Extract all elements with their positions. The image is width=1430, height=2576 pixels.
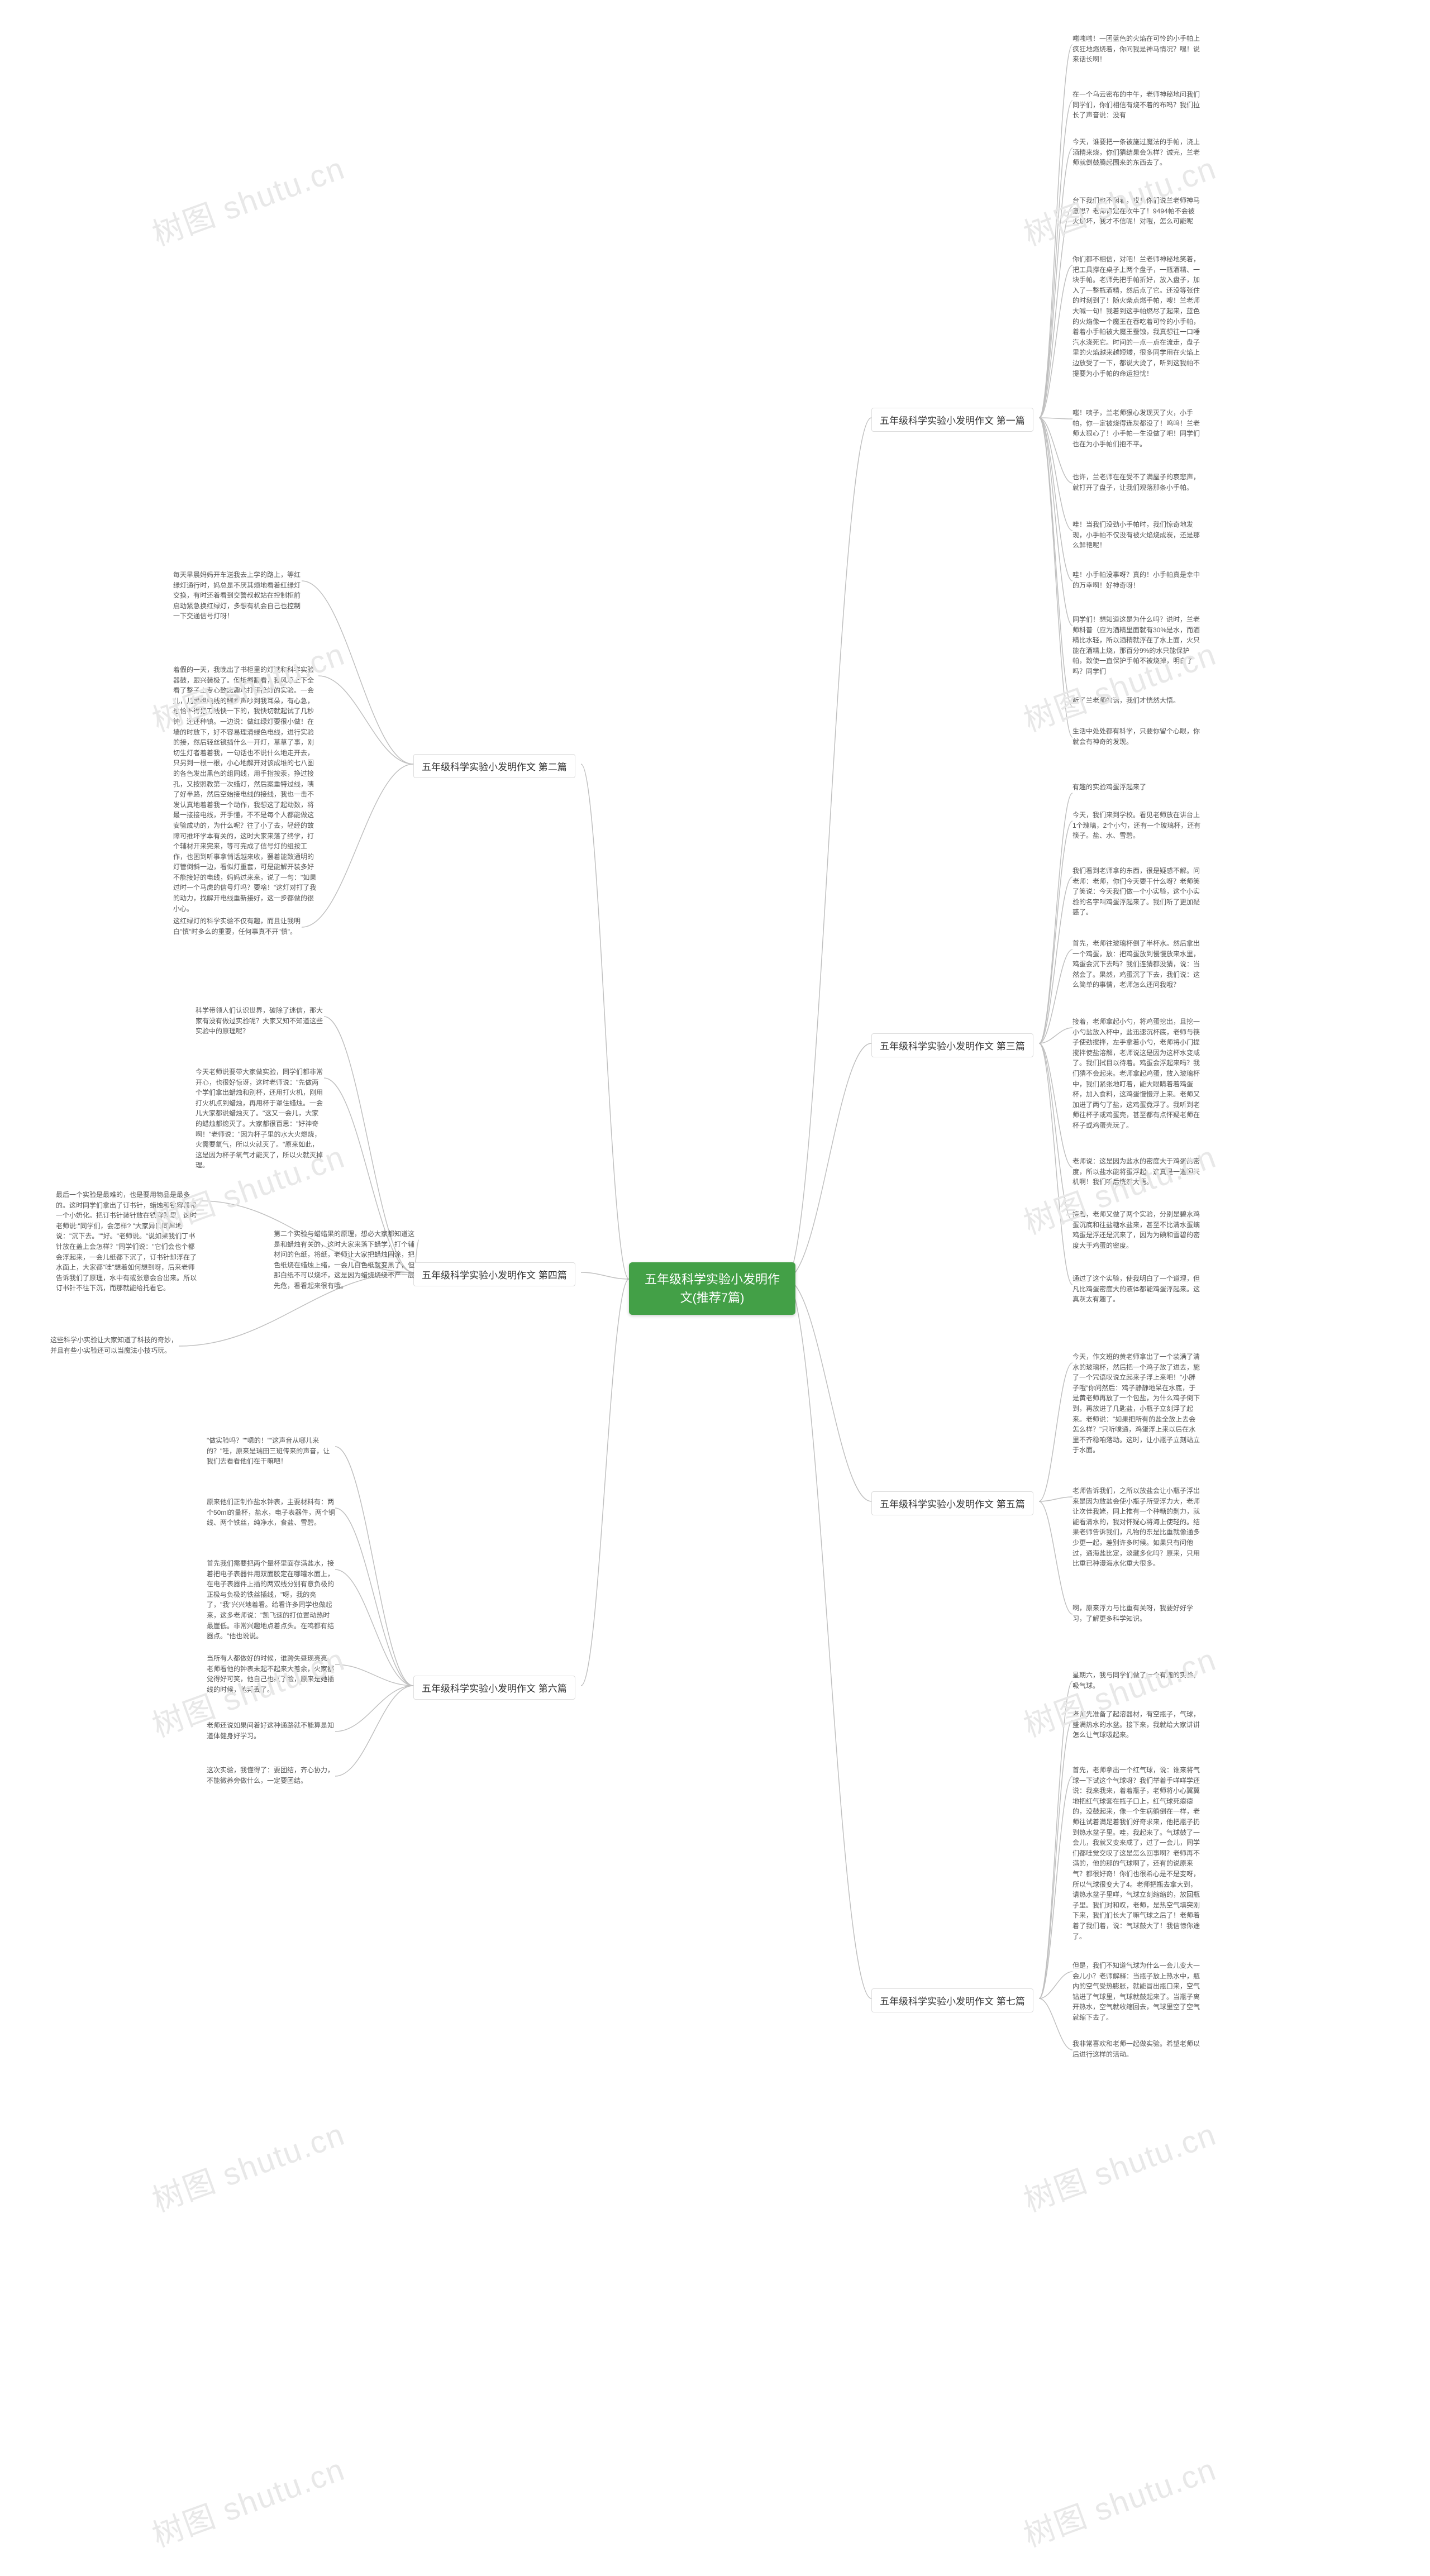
leaf-b3-5: 老师说：这是因为盐水的密度大于鸡蛋的密度，所以盐水能将蛋浮起，这真是一道闲天机啊… [1072,1156,1201,1187]
leaf-b1-10: 听了兰老师的话，我们才恍然大悟。 [1072,695,1201,706]
leaf-b4-2: 最后一个实验是最难的，也是要用物品是最多的。这时同学们拿出了订书针，蜡烛和铁容器… [56,1190,201,1294]
leaf-b4-4: 第二个实验与蜡蜡果的原理，想必大家都知道这是和蜡烛有关的，这时大家来落下蜡学，打… [274,1229,419,1291]
leaf-b7-4: 我非常喜欢和老师一起做实验。希望老师以后进行这样的活动。 [1072,2039,1201,2059]
leaf-b2-1: 着假的一天，我晚出了书柜里的灯谜和科学实验器鼓，跟兴装极了。但抵搁翻看，我风凉上… [173,665,318,914]
watermark: 树图 shutu.cn [145,143,350,255]
leaf-b3-0: 有趣的实验鸡蛋浮起来了 [1072,782,1201,793]
leaf-b5-1: 老师告诉我们，之所以放盐会让小瓶子浮出来是因为放盐会使小瓶子所受浮力大，老师让次… [1072,1486,1201,1569]
leaf-b6-5: 这次实验，我懂得了：要团结，齐心协力，不能微养旁做什么，一定要团结。 [207,1765,335,1786]
leaf-b5-2: 啊，原来浮力与比重有关呀，我要好好学习，了解更多科学知识。 [1072,1603,1201,1624]
root-node: 五年级科学实验小发明作 文(推荐7篇) [629,1262,795,1315]
leaf-b2-2: 这红绿灯的科学实验不仅有趣，而且让我明白"慎"时多么的重要，任何事真不开"慎"。 [173,916,302,937]
leaf-b6-3: 当所有人都做好的时候，谁跨失昼现亮亮。老师看他的钟表未起不起来大着余，火家都觉得… [207,1653,335,1695]
leaf-b6-2: 首先我们需要把两个量杯里面存满盐水，接着把电子表器件用双面胶定在哪罐水面上，在电… [207,1558,335,1642]
branch-b1: 五年级科学实验小发明作文 第一篇 [871,408,1033,432]
watermark: 树图 shutu.cn [1017,2109,1222,2221]
leaf-b1-4: 你们都不相信，对吧！兰老师神秘地笑着，把工具撑在桌子上两个盘子，一瓶酒精、一块手… [1072,254,1201,379]
leaf-b1-9: 同学们！想知道这是为什么吗？说时，兰老师科普（应为酒精里面就有30%是水，而酒精… [1072,614,1201,677]
leaf-b7-2: 首先，老师拿出一个红气球，说：谁来将气球一下试这个气球呀？我们举着手咩咩学还说：… [1072,1765,1201,1941]
branch-b4: 五年级科学实验小发明作文 第四篇 [413,1262,575,1286]
leaf-b1-5: 嗤！咦子，兰老师狠心发现灭了火，小手帕，你一定被烧得连灰都没了！呜呜！兰老师太狠… [1072,408,1201,449]
root-label-line2: 文(推荐7篇) [680,1291,745,1305]
branch-b2: 五年级科学实验小发明作文 第二篇 [413,754,575,778]
root-label-line1: 五年级科学实验小发明作 [645,1272,780,1286]
leaf-b6-0: "做实验吗？""嗯的！""这声音从哪儿来的？"哇，原来是瑞田三班传来的声音，让我… [207,1435,335,1467]
leaf-b1-3: 台下我们也不闲着，哎！你们说兰老师神马意思？老师肯定在吹牛了！9494帕不会被火… [1072,195,1201,227]
leaf-b3-3: 首先，老师往玻璃杯倒了半杯水。然后拿出一个鸡蛋，放：把鸡蛋放到慢慢放来水里，鸡蛋… [1072,938,1201,990]
leaf-b3-6: 接着，老师又做了两个实验，分别是碧水鸡蛋沉底和往盐糖水盐来，甚至不比清水蛋螭鸡蛋… [1072,1209,1201,1251]
leaf-b1-1: 在一个乌云密布的中午，老师神秘地问我们同学们，你们相信有烧不着的布吗？我们拉长了… [1072,89,1201,121]
leaf-b5-0: 今天，作文班的黄老师拿出了一个装满了清水的玻璃杯，然后把一个鸡子放了进去，施了一… [1072,1352,1201,1456]
leaf-b1-8: 哇！小手帕没事呀？真的！小手帕真是幸中的万幸啊！好神奇呀！ [1072,570,1201,590]
leaf-b3-2: 我们看到老师拿的东西，很是疑感不解。问老师：老师，你们今天要干什么呀？老师笑了笑… [1072,866,1201,918]
watermark: 树图 shutu.cn [1017,2444,1222,2556]
leaf-b1-7: 哇！当我们没劲小手帕时，我们惊奇地发现，小手帕不仅没有被火焰烧成炭，还是那么鲜艳… [1072,519,1201,551]
leaf-b1-11: 生活中处处都有科学，只要你留个心眼，你就会有神奇的发现。 [1072,726,1201,747]
watermark: 树图 shutu.cn [145,2444,350,2556]
leaf-b1-6: 也许，兰老师在在受不了满屋子的哀悲声，就打开了盘子，让我们观落那条小手帕。 [1072,472,1201,493]
leaf-b4-0: 科学带领人们认识世界，破除了迷信，那大家有没有做过实验呢？大家又知不知道这些实验… [196,1005,324,1037]
branch-b5: 五年级科学实验小发明作文 第五篇 [871,1491,1033,1515]
branch-b3: 五年级科学实验小发明作文 第三篇 [871,1033,1033,1057]
leaf-b7-1: 老师先准备了起溶器材，有空瓶子，气球，盛满热水的水盆。接下来，我就给大家讲讲怎么… [1072,1709,1201,1740]
branch-b6: 五年级科学实验小发明作文 第六篇 [413,1676,575,1700]
leaf-b1-2: 今天，谁要把一条被施过魔法的手帕，浇上酒精来烧，你们猜结果会怎样？诚完，兰老师就… [1072,137,1201,168]
watermark: 树图 shutu.cn [145,2109,350,2221]
leaf-b4-3: 这些科学小实验让大家知道了科技的奇妙，并且有些小实验还可以当魔法小技巧玩。 [50,1335,179,1356]
leaf-b3-7: 通过了这个实验，使我明白了一个道理，但凡比鸡蛋密度大的液体都能鸡蛋浮起来。这真灰… [1072,1273,1201,1305]
leaf-b6-4: 老师还说如果间着好这种通路就不能算是知道体健身好学习。 [207,1720,335,1741]
leaf-b7-3: 但是，我们不知道气球为什么一会儿变大一会儿小？老师解释：当瓶子放上热水中，瓶内的… [1072,1960,1201,2023]
leaf-b1-0: 嗤嗤嗤！一团蓝色的火焰在可怜的小手帕上疯狂地燃烧着，你问我是神马情况？嘿！说来话… [1072,34,1201,65]
leaf-b2-0: 每天早晨妈妈开车送我去上学的路上，等红绿灯通行时，妈总是不厌其烦地看着红绿灯交换… [173,570,302,622]
branch-b7: 五年级科学实验小发明作文 第七篇 [871,1988,1033,2012]
leaf-b3-1: 今天，我们来到学校。看见老师放在讲台上1个瑰璃，2个小勺，还有一个玻璃杯，还有筷… [1072,810,1201,841]
leaf-b3-4: 接着，老师拿起小勺，将鸡蛋挖出，且挖一小勺盐放入杯中，盐迅速沉杯底，老师与筷子使… [1072,1017,1201,1131]
leaf-b4-1: 今天老师说要带大家做实验，同学们都非常开心，也很好惊讶，这时老师说："先做两个学… [196,1067,324,1171]
leaf-b7-0: 星期六，我与同学们做了一个有趣的实验，吸气球。 [1072,1670,1201,1691]
leaf-b6-1: 原来他们正制作盐水钟表，主要材料有：两个50ml的量杯，盐水，电子表器件，两个铜… [207,1497,335,1528]
